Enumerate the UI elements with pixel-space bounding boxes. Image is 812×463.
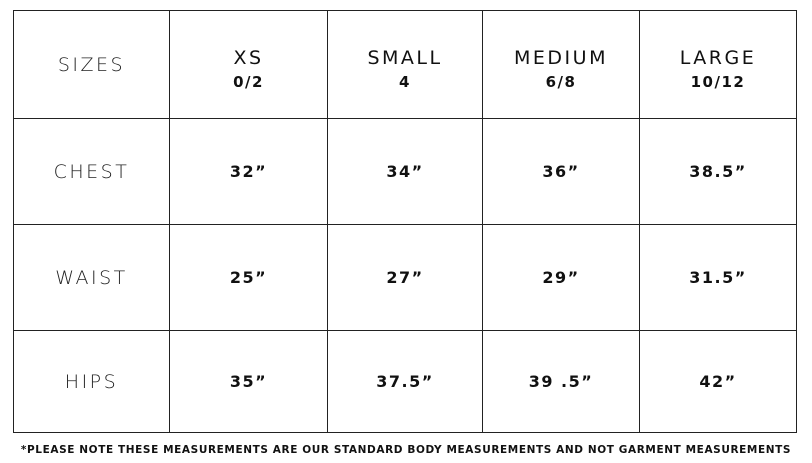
table-row-waist: WAIST 25” 27” 29” 31.5” <box>13 224 797 331</box>
header-row: SIZES XS 0/2 SMALL 4 MEDIUM 6/8 LARGE 10/12 <box>13 10 797 119</box>
row-label: HIPS <box>13 330 170 433</box>
cell-value: 38.5” <box>639 118 797 225</box>
cell-value: 36” <box>482 118 640 225</box>
cell-value: 35” <box>169 330 328 433</box>
sizes-header: SIZES <box>13 10 170 119</box>
size-name: MEDIUM <box>514 46 608 69</box>
size-xs-header: XS 0/2 <box>169 10 328 119</box>
cell-value: 37.5” <box>327 330 483 433</box>
cell-value: 27” <box>327 224 483 331</box>
table-row-chest: CHEST 32” 34” 36” 38.5” <box>13 118 797 225</box>
size-name: XS <box>233 46 264 69</box>
cell-value: 32” <box>169 118 328 225</box>
size-numeric: 6/8 <box>545 72 577 91</box>
footnote: *PLEASE NOTE THESE MEASUREMENTS ARE OUR … <box>20 444 792 456</box>
cell-value: 42” <box>639 330 797 433</box>
size-numeric: 4 <box>399 72 411 91</box>
size-chart-table: SIZES XS 0/2 SMALL 4 MEDIUM 6/8 LARGE 10/12 … <box>13 10 797 433</box>
size-small-header: SMALL 4 <box>327 10 483 119</box>
cell-value: 31.5” <box>639 224 797 331</box>
cell-value: 25” <box>169 224 328 331</box>
size-large-header: LARGE 10/12 <box>639 10 797 119</box>
cell-value: 34” <box>327 118 483 225</box>
row-label: CHEST <box>13 118 170 225</box>
size-numeric: 0/2 <box>233 72 264 91</box>
cell-value: 29” <box>482 224 640 331</box>
table-row-hips: HIPS 35” 37.5” 39 .5” 42” <box>13 330 797 433</box>
row-label: WAIST <box>13 224 170 331</box>
size-name: LARGE <box>679 46 757 69</box>
size-medium-header: MEDIUM 6/8 <box>482 10 640 119</box>
size-name: SMALL <box>367 46 443 69</box>
size-numeric: 10/12 <box>690 72 746 91</box>
cell-value: 39 .5” <box>482 330 640 433</box>
